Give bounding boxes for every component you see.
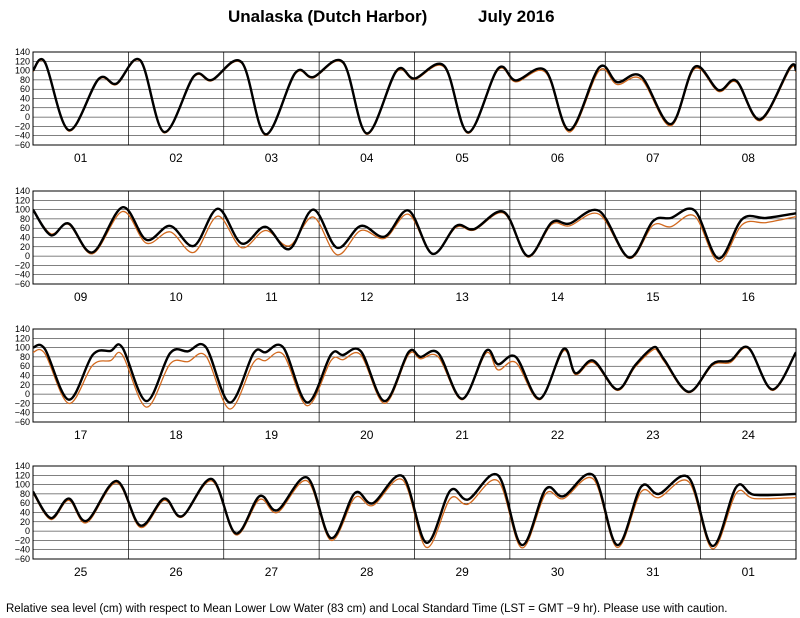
y-tick-label: 140 (15, 461, 30, 471)
y-tick-label: 100 (15, 343, 30, 353)
day-label: 17 (74, 428, 88, 442)
predicted-series-line (33, 210, 796, 263)
y-tick-label: 140 (15, 186, 30, 196)
y-tick-label: 120 (15, 56, 30, 66)
day-label: 14 (551, 290, 565, 304)
y-tick-label: 120 (15, 470, 30, 480)
y-tick-label: 80 (20, 75, 30, 85)
chart-title-period: July 2016 (478, 7, 555, 26)
y-tick-label: −40 (15, 270, 30, 280)
day-label: 21 (456, 428, 470, 442)
y-tick-label: 40 (20, 508, 30, 518)
day-label: 27 (265, 565, 279, 579)
y-tick-label: 20 (20, 242, 30, 252)
y-tick-label: −20 (15, 535, 30, 545)
day-label: 28 (360, 565, 374, 579)
y-tick-label: −40 (15, 131, 30, 141)
footer-note: Relative sea level (cm) with respect to … (6, 603, 727, 615)
y-tick-label: 40 (20, 371, 30, 381)
day-label: 12 (360, 290, 374, 304)
y-tick-label: 60 (20, 84, 30, 94)
y-tick-label: −20 (15, 260, 30, 270)
day-label: 04 (360, 151, 374, 165)
day-label: 13 (456, 290, 470, 304)
y-tick-label: 60 (20, 223, 30, 233)
day-label: 30 (551, 565, 565, 579)
day-label: 19 (265, 428, 279, 442)
day-label: 07 (646, 151, 660, 165)
y-tick-label: 0 (25, 112, 30, 122)
y-tick-label: −20 (15, 398, 30, 408)
y-tick-label: −40 (15, 545, 30, 555)
y-tick-label: 20 (20, 517, 30, 527)
y-tick-label: 120 (15, 333, 30, 343)
y-tick-label: 120 (15, 195, 30, 205)
y-tick-label: 140 (15, 47, 30, 57)
y-tick-label: 0 (25, 526, 30, 536)
y-tick-label: 20 (20, 103, 30, 113)
y-tick-label: −60 (15, 140, 30, 150)
day-label: 20 (360, 428, 374, 442)
y-tick-label: −20 (15, 121, 30, 131)
day-label: 01 (74, 151, 88, 165)
day-label: 10 (169, 290, 183, 304)
y-tick-label: 60 (20, 498, 30, 508)
day-label: 01 (742, 565, 756, 579)
day-label: 26 (169, 565, 183, 579)
y-tick-label: 140 (15, 324, 30, 334)
day-label: 23 (646, 428, 660, 442)
y-tick-label: 80 (20, 352, 30, 362)
day-label: 24 (742, 428, 756, 442)
y-tick-label: 0 (25, 389, 30, 399)
y-tick-label: 80 (20, 214, 30, 224)
y-tick-label: −40 (15, 408, 30, 418)
y-tick-label: −60 (15, 279, 30, 289)
day-label: 29 (456, 565, 470, 579)
y-tick-label: 100 (15, 205, 30, 215)
day-label: 18 (169, 428, 183, 442)
day-label: 22 (551, 428, 565, 442)
y-tick-label: 40 (20, 94, 30, 104)
day-label: 11 (265, 290, 278, 304)
observed-series-line (33, 206, 796, 260)
day-label: 25 (74, 565, 88, 579)
day-label: 05 (456, 151, 470, 165)
day-label: 03 (265, 151, 279, 165)
y-tick-label: 60 (20, 361, 30, 371)
day-label: 16 (742, 290, 756, 304)
y-tick-label: 80 (20, 489, 30, 499)
y-tick-label: −60 (15, 554, 30, 564)
day-label: 08 (742, 151, 756, 165)
y-tick-label: 40 (20, 233, 30, 243)
observed-series-line (33, 472, 796, 548)
observed-series-line (33, 342, 796, 404)
y-tick-label: 100 (15, 480, 30, 490)
observed-series-line (33, 57, 796, 136)
day-label: 31 (646, 565, 660, 579)
y-tick-label: 0 (25, 251, 30, 261)
panel-frame (32, 190, 797, 285)
day-label: 06 (551, 151, 565, 165)
day-label: 15 (646, 290, 660, 304)
chart-title-location: Unalaska (Dutch Harbor) (228, 7, 427, 26)
panel-frame (32, 465, 797, 560)
panel-frame (32, 328, 797, 423)
day-label: 09 (74, 290, 88, 304)
y-tick-label: 100 (15, 66, 30, 76)
panel-frame (32, 51, 797, 146)
day-label: 02 (169, 151, 183, 165)
y-tick-label: 20 (20, 380, 30, 390)
y-tick-label: −60 (15, 417, 30, 427)
